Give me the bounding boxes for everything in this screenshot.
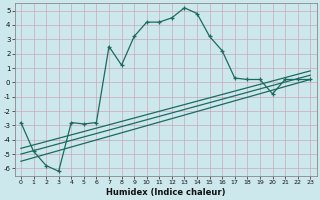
X-axis label: Humidex (Indice chaleur): Humidex (Indice chaleur) [106,188,225,197]
